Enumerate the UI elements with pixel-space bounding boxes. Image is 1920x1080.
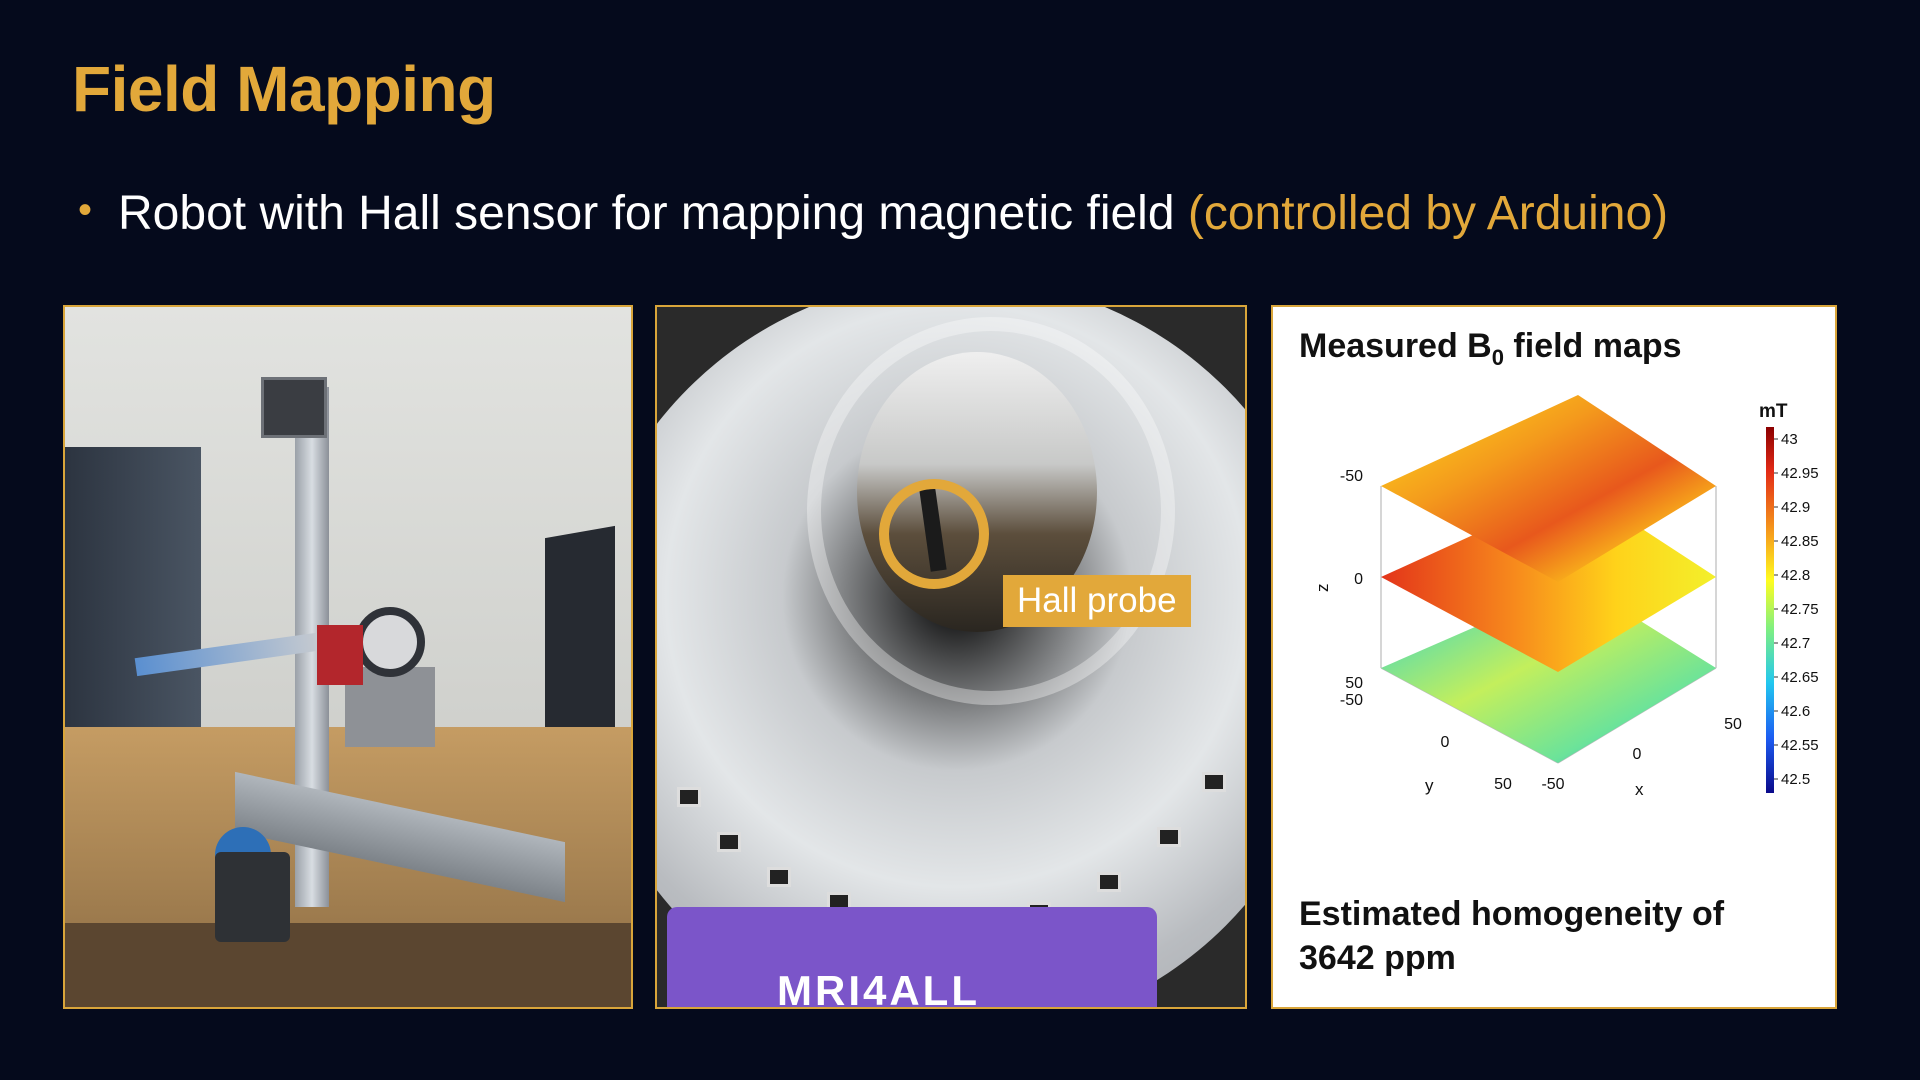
magnet-slot — [767, 867, 791, 887]
magnet-slot — [1097, 872, 1121, 892]
magnet-slot — [1157, 827, 1181, 847]
field-map-panel: Measured B0 field maps — [1271, 305, 1837, 1009]
bullet-accent-text: (controlled by Arduino) — [1187, 187, 1669, 240]
colorbar-tick-label: 42.8 — [1781, 567, 1810, 584]
colorbar-tick-label: 43 — [1781, 431, 1798, 448]
magnet-slot — [717, 832, 741, 852]
y-tick: 50 — [1494, 776, 1512, 793]
colorbar-tick-label: 42.85 — [1781, 533, 1819, 550]
x-tick: 0 — [1633, 746, 1642, 763]
bullet-dot-icon: • — [78, 188, 93, 232]
photo-shelf — [65, 447, 201, 755]
field-slice-z-50 — [1381, 395, 1716, 582]
x-tick: 50 — [1724, 716, 1742, 733]
magnet-slot — [677, 787, 701, 807]
z-tick: -50 — [1340, 468, 1363, 485]
x-axis-label: x — [1635, 780, 1644, 799]
z-tick: 50 — [1345, 675, 1363, 692]
field-map-plot: -50 0 50 z -50 0 50 y -50 0 50 x mT 43 42… — [1313, 395, 1819, 799]
hall-probe-label: Hall probe — [1003, 575, 1191, 627]
photo-small-tube — [355, 607, 425, 677]
bullet-text: Robot with Hall sensor for mapping magne… — [118, 187, 1175, 240]
bullet-point: • Robot with Hall sensor for mapping magn… — [78, 186, 1668, 241]
homogeneity-note: Estimated homogeneity of 3642 ppm — [1299, 892, 1724, 980]
photo-table-edge — [65, 923, 631, 1007]
colorbar-tick-label: 42.9 — [1781, 499, 1810, 516]
colorbar-tick-label: 42.75 — [1781, 601, 1819, 618]
homogeneity-line-2: 3642 ppm — [1299, 939, 1456, 977]
colorbar-tick-label: 42.5 — [1781, 771, 1810, 788]
colorbar-tick-label: 42.65 — [1781, 669, 1819, 686]
colorbar-tick-label: 42.95 — [1781, 465, 1819, 482]
z-axis-label: z — [1313, 584, 1332, 593]
hall-probe-highlight-circle — [879, 479, 989, 589]
y-tick: -50 — [1340, 692, 1363, 709]
colorbar-tick-label: 42.6 — [1781, 703, 1810, 720]
photo-top-motor — [261, 377, 327, 438]
homogeneity-line-1: Estimated homogeneity of — [1299, 895, 1725, 933]
field-map-title: Measured B0 field maps — [1299, 327, 1682, 370]
robot-photo — [63, 305, 633, 1009]
colorbar-tick-label: 42.55 — [1781, 737, 1819, 754]
photo-bottom-motor — [215, 852, 290, 942]
base-logo-text: MRI4ALL — [777, 967, 980, 1009]
colorbar-ticks: 43 42.95 42.9 42.85 42.8 42.75 42.7 42.65 42.6 42… — [1774, 431, 1819, 788]
y-tick: 0 — [1441, 734, 1450, 751]
magnet-slot — [1202, 772, 1226, 792]
colorbar — [1766, 427, 1774, 793]
z-tick: 0 — [1354, 571, 1363, 588]
y-axis-label: y — [1425, 776, 1434, 795]
slide-title: Field Mapping — [72, 53, 496, 125]
colorbar-unit: mT — [1759, 401, 1788, 422]
purple-base — [667, 907, 1157, 1007]
photo-red-carriage — [317, 625, 363, 685]
colorbar-tick-label: 42.7 — [1781, 635, 1810, 652]
x-tick: -50 — [1541, 776, 1564, 793]
bore-photo: Hall probe MRI4ALL — [655, 305, 1247, 1009]
